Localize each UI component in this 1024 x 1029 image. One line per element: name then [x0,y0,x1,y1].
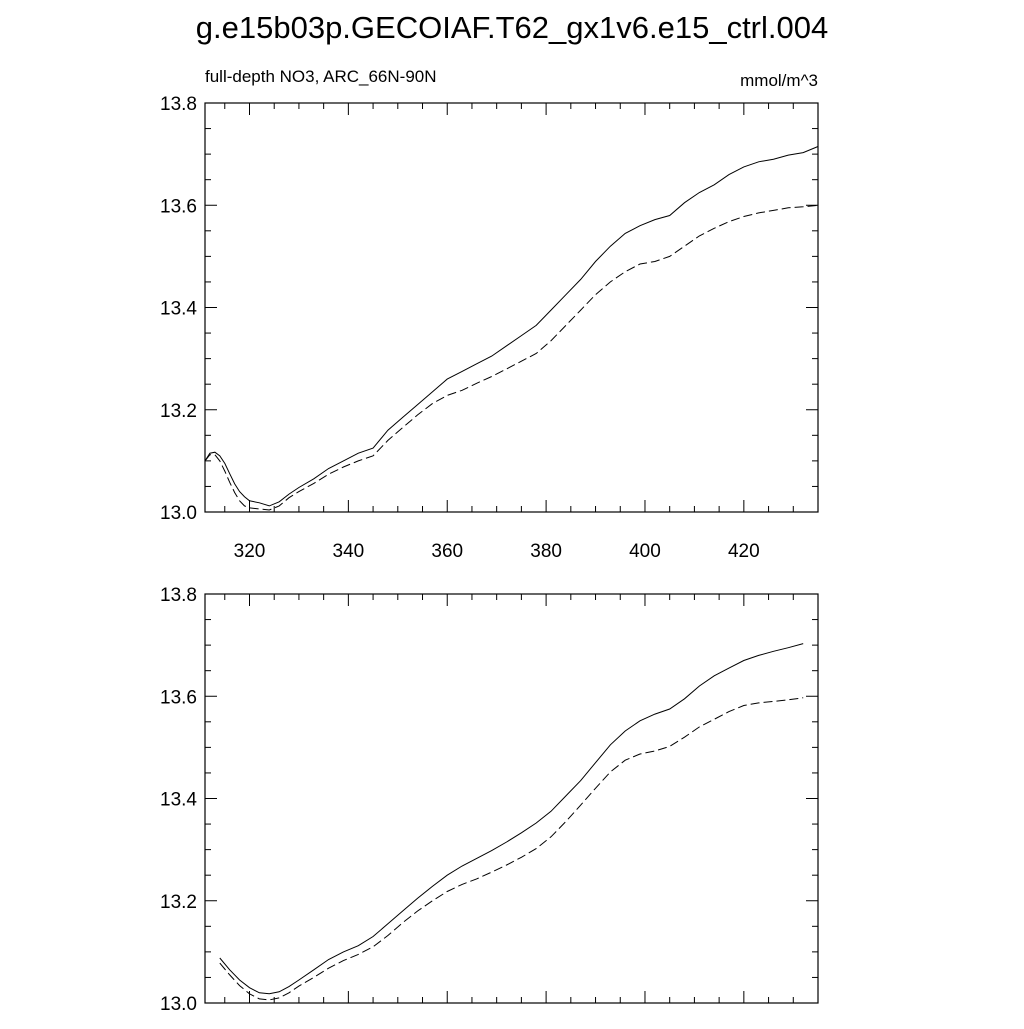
top-panel-subtitle: full-depth NO3, ARC_66N-90N [205,67,437,86]
y-tick-label: 13.4 [160,790,197,811]
x-tick-label: 400 [629,541,661,562]
series-line-dashed [204,204,819,511]
y-tick-label: 13.2 [160,401,197,422]
x-tick-label: 320 [234,541,266,562]
plot-frame [204,593,819,1004]
y-tick-label: 13.2 [160,892,197,913]
y-tick-label: 13.4 [160,299,197,320]
y-tick-label: 13.0 [160,503,197,524]
y-tick-label: 13.8 [160,94,197,115]
x-tick-label: 380 [530,541,562,562]
top-panel: 13.0 13.2 13.4 13.6 13.8 320 340 360 380 400 420 [160,94,819,562]
y-tick-label: 13.0 [160,994,197,1015]
x-tick-label: 360 [431,541,463,562]
chart-title: g.e15b03p.GECOIAF.T62_gx1v6.e15_ctrl.004 [196,10,828,45]
plot-frame [204,102,819,513]
y-tick-label: 13.6 [160,196,197,217]
series-line-solid [219,643,804,995]
top-panel-units: mmol/m^3 [740,71,818,90]
series-line-solid [204,146,819,507]
y-tick-label: 13.8 [160,585,197,606]
series-line-dashed [219,697,804,1001]
x-tick-label: 420 [728,541,760,562]
bottom-panel: 13.0 13.2 13.4 13.6 13.8 [160,585,819,1015]
x-tick-label: 340 [333,541,365,562]
y-tick-label: 13.6 [160,687,197,708]
